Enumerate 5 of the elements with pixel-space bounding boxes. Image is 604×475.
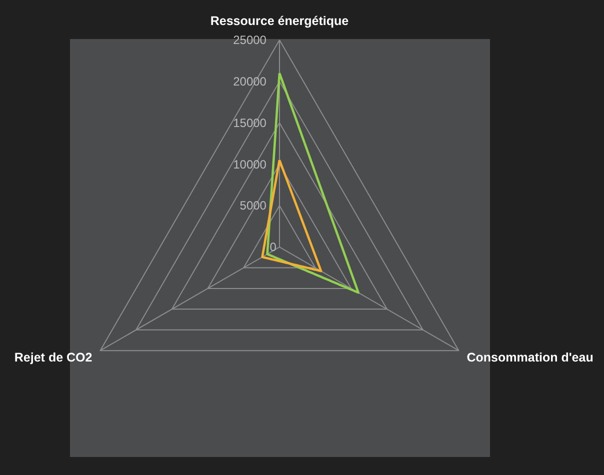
y-tick-label: 0 xyxy=(270,240,277,254)
y-tick-label: 25000 xyxy=(233,33,267,48)
spoke-label: Ressource énergétique xyxy=(210,14,349,28)
spoke-label: Consommation d'eau xyxy=(466,350,594,365)
spoke-label: Rejet de CO2 xyxy=(14,350,92,365)
